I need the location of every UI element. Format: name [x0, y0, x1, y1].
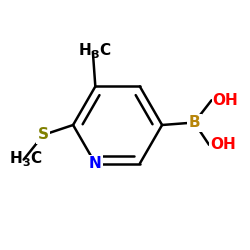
Text: OH: OH	[210, 137, 236, 152]
Text: 3: 3	[92, 50, 99, 60]
Text: B: B	[188, 115, 200, 130]
Text: S: S	[38, 128, 49, 142]
Text: 3: 3	[22, 158, 30, 168]
Text: H: H	[10, 151, 22, 166]
Text: C: C	[99, 43, 110, 58]
Text: OH: OH	[212, 93, 238, 108]
Text: N: N	[89, 156, 102, 171]
Text: H: H	[79, 43, 92, 58]
Text: C: C	[30, 151, 41, 166]
